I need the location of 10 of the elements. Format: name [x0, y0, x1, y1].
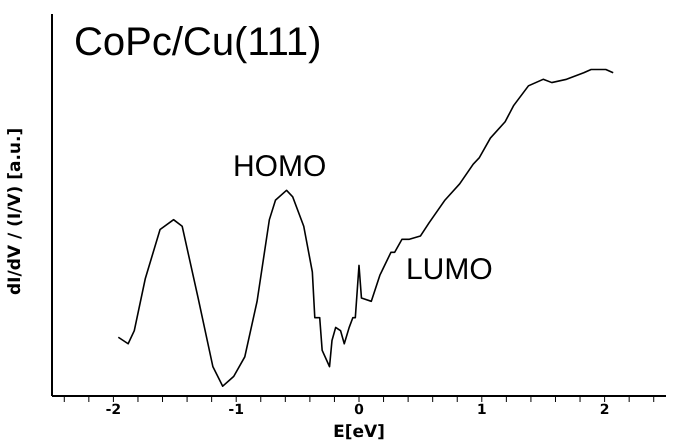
x-tick-label: -2 — [106, 402, 122, 418]
x-tick-label: 1 — [476, 402, 487, 418]
x-axis-title: E[eV] — [333, 422, 385, 442]
x-tick-label: 0 — [354, 402, 364, 418]
annotation: HOMO — [233, 150, 326, 184]
x-tick-label: 2 — [600, 402, 610, 418]
annotation: LUMO — [406, 253, 493, 287]
y-axis-title: dI/dV / (I/V) [a.u.] — [5, 128, 26, 295]
x-tick-label: -1 — [228, 402, 244, 418]
chart-title: CoPc/Cu(111) — [74, 20, 322, 65]
